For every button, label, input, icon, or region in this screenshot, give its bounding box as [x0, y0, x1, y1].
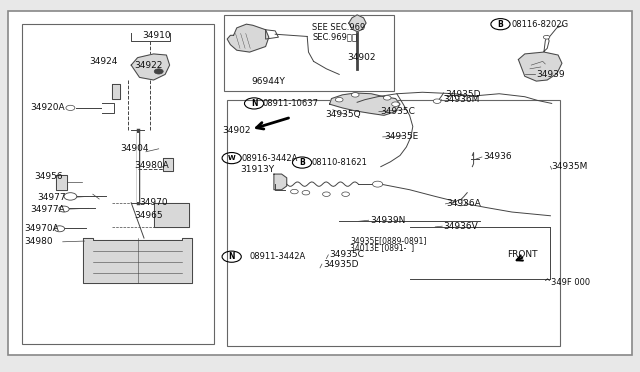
Bar — [227, 100, 560, 346]
Text: 96944Y: 96944Y — [252, 77, 285, 86]
Text: W: W — [228, 155, 236, 161]
Circle shape — [154, 69, 163, 74]
Polygon shape — [274, 174, 287, 190]
Circle shape — [323, 192, 330, 196]
Text: 34939N: 34939N — [370, 216, 405, 225]
Text: 34980: 34980 — [24, 237, 53, 246]
Text: 34924: 34924 — [90, 57, 118, 66]
Polygon shape — [56, 175, 67, 190]
Text: 34935M: 34935M — [552, 162, 588, 171]
Text: 34965: 34965 — [134, 211, 163, 219]
Circle shape — [59, 206, 69, 212]
Circle shape — [351, 93, 359, 97]
Text: 34936V: 34936V — [444, 222, 478, 231]
Text: 34910: 34910 — [142, 31, 171, 40]
Circle shape — [383, 96, 391, 100]
Text: 34939: 34939 — [536, 70, 565, 79]
Text: 08110-81621: 08110-81621 — [312, 158, 367, 167]
Text: 34935C: 34935C — [380, 107, 415, 116]
Text: B: B — [300, 158, 305, 167]
Text: 34935C: 34935C — [330, 250, 364, 259]
Text: 31913Y: 31913Y — [240, 165, 274, 174]
Bar — [22, 24, 214, 344]
Circle shape — [372, 181, 383, 187]
Text: 34902: 34902 — [223, 126, 252, 135]
Text: 34977: 34977 — [37, 193, 66, 202]
Circle shape — [456, 200, 466, 206]
Circle shape — [392, 102, 399, 106]
Text: 08916-3442A: 08916-3442A — [242, 154, 298, 163]
Text: 34935D: 34935D — [445, 90, 480, 99]
Circle shape — [64, 193, 77, 200]
Text: 34970: 34970 — [140, 198, 168, 207]
Circle shape — [543, 35, 550, 39]
Polygon shape — [163, 158, 173, 171]
Text: 34956: 34956 — [34, 172, 63, 181]
Text: 34922: 34922 — [134, 61, 163, 70]
Text: SEE SEC.969: SEE SEC.969 — [312, 23, 365, 32]
Text: N: N — [228, 252, 235, 261]
Text: 34977A: 34977A — [31, 205, 65, 214]
Text: 08911-10637: 08911-10637 — [262, 99, 319, 108]
Circle shape — [66, 105, 75, 110]
Bar — [224, 15, 394, 91]
Text: 34013E [0891-  ]: 34013E [0891- ] — [350, 243, 414, 252]
Text: 34936M: 34936M — [443, 95, 479, 104]
Text: 08116-8202G: 08116-8202G — [512, 20, 569, 29]
Text: 34936A: 34936A — [447, 199, 481, 208]
Circle shape — [335, 97, 343, 102]
Text: 34904: 34904 — [120, 144, 149, 153]
Text: 34936: 34936 — [483, 153, 512, 161]
Text: B: B — [498, 20, 503, 29]
Text: SEC.969参照: SEC.969参照 — [312, 32, 357, 41]
Text: 34970A: 34970A — [24, 224, 59, 233]
Text: 08911-3442A: 08911-3442A — [250, 252, 306, 261]
Text: 34920A: 34920A — [31, 103, 65, 112]
Text: 34935D: 34935D — [323, 260, 358, 269]
Text: 34935Q: 34935Q — [325, 110, 361, 119]
Polygon shape — [131, 54, 170, 80]
Polygon shape — [349, 15, 366, 32]
Text: 34935E: 34935E — [384, 132, 419, 141]
Polygon shape — [154, 203, 189, 227]
Polygon shape — [83, 238, 192, 283]
Circle shape — [291, 189, 298, 194]
Circle shape — [342, 192, 349, 196]
Polygon shape — [112, 84, 120, 99]
Text: 34980A: 34980A — [134, 161, 169, 170]
Polygon shape — [227, 24, 269, 52]
Text: N: N — [251, 99, 257, 108]
Circle shape — [433, 99, 441, 103]
Text: 34935E[0889-0891]: 34935E[0889-0891] — [350, 237, 426, 246]
Circle shape — [302, 190, 310, 195]
Polygon shape — [518, 52, 562, 81]
Circle shape — [54, 226, 65, 232]
Text: 34902: 34902 — [347, 53, 376, 62]
Polygon shape — [330, 93, 400, 115]
Text: FRONT: FRONT — [507, 250, 538, 259]
Text: ^349F 000: ^349F 000 — [544, 278, 590, 287]
